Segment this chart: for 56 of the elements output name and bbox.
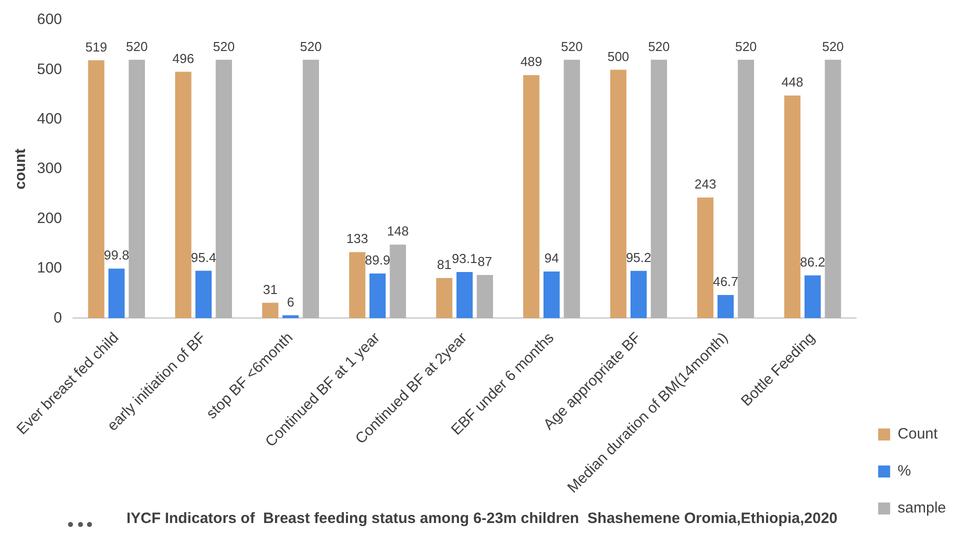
bar (523, 75, 540, 318)
bar (697, 197, 714, 318)
data-label: 86.2 (800, 254, 826, 270)
data-label: 520 (126, 38, 148, 54)
bar (804, 275, 821, 318)
bar (282, 315, 299, 318)
bar (630, 270, 647, 318)
data-label: 95.4 (190, 250, 216, 265)
data-label: 448 (781, 74, 804, 90)
data-label: 89.9 (364, 252, 390, 268)
data-label: 133 (346, 231, 368, 246)
y-axis-title: count (12, 148, 30, 190)
bar (543, 271, 560, 318)
bar (88, 60, 104, 318)
y-tick-label: 400 (36, 110, 62, 128)
legend-label: % (898, 462, 911, 480)
bar (718, 295, 734, 318)
y-tick-label: 500 (36, 60, 62, 78)
y-tick-label: 0 (54, 309, 62, 326)
data-label: 243 (694, 176, 716, 192)
data-label: 489 (520, 54, 542, 70)
y-tick-label: 300 (36, 160, 62, 178)
bar (349, 252, 366, 318)
y-tick-label: 200 (36, 210, 62, 227)
data-label: 520 (561, 38, 583, 54)
data-label: 95.2 (626, 250, 652, 265)
data-label: 87 (478, 254, 492, 270)
data-label: 500 (607, 48, 630, 64)
data-label: 81 (437, 257, 452, 272)
bar (108, 268, 125, 318)
data-label: 520 (213, 38, 235, 54)
data-label: 520 (300, 38, 322, 54)
bar (784, 96, 800, 318)
bar (436, 278, 452, 318)
data-label: 520 (822, 38, 844, 54)
bar (175, 72, 192, 318)
data-label: 520 (648, 38, 670, 54)
data-label: 519 (85, 39, 108, 54)
data-label: 6 (286, 294, 294, 310)
legend-label: Count (898, 426, 939, 443)
data-label: 520 (735, 38, 757, 54)
bar (369, 274, 386, 318)
data-label: 99.8 (104, 248, 130, 263)
legend-label: sample (898, 500, 946, 517)
bar (610, 70, 626, 318)
bar (262, 302, 278, 318)
y-tick-label: 600 (36, 11, 62, 28)
data-label: 496 (172, 50, 194, 66)
data-label: 94 (544, 250, 559, 266)
bar (456, 272, 473, 318)
data-label: 31 (263, 282, 278, 297)
data-label: 93.1 (452, 251, 478, 266)
text: IYCF Indicators of Breast feeding status among 6-23m children Shashemene Oromia,Ethiopia,2020 (126, 510, 838, 528)
bar (195, 270, 212, 318)
y-tick-label: 100 (36, 260, 62, 277)
data-label: 148 (387, 224, 409, 239)
